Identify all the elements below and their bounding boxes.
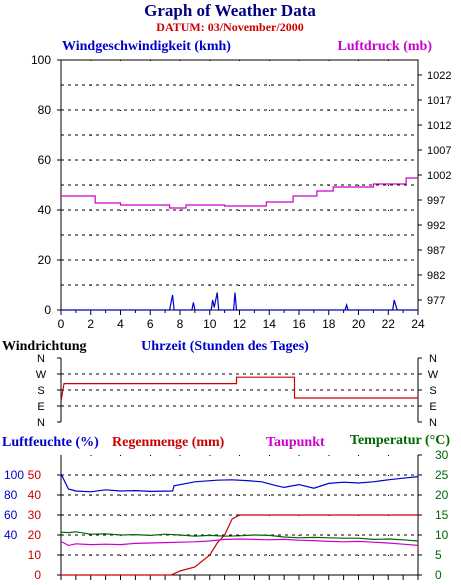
- rain-tick-label: 10: [28, 548, 42, 562]
- series-lines: [60, 177, 419, 576]
- direction-tick-label-right: N: [429, 417, 437, 429]
- pressure-tick-label: 982: [427, 270, 445, 282]
- direction-tick-label-right: W: [428, 369, 439, 381]
- wind-tick-label: 20: [38, 253, 52, 267]
- pressure-tick-label: 1017: [427, 95, 451, 107]
- temperature-tick-label: 20: [435, 488, 449, 502]
- rain-tick-label: 50: [28, 468, 42, 482]
- wind-tick-label: 80: [38, 103, 52, 117]
- hour-tick-label: 14: [263, 317, 277, 331]
- wind-tick-label: 40: [38, 203, 52, 217]
- rain-tick-label: 30: [28, 508, 42, 522]
- hour-tick-label: 0: [58, 317, 65, 331]
- hour-tick-label: 24: [411, 317, 425, 331]
- temperature-tick-label: 5: [435, 548, 442, 562]
- wind-direction-label: Windrichtung: [2, 339, 87, 354]
- pressure-axis-label: Luftdruck (mb): [337, 39, 432, 54]
- humidity-axis-label: Luftfeuchte (%): [2, 435, 99, 450]
- direction-tick-label-right: S: [429, 385, 436, 397]
- rain-tick-label: 0: [34, 568, 41, 582]
- dewpoint-axis-label: Taupunkt: [266, 435, 325, 450]
- temperature-tick-label: 30: [435, 448, 449, 462]
- direction-tick-label-left: S: [37, 385, 44, 397]
- wind-direction-line: [60, 376, 418, 402]
- pressure-tick-label: 1002: [427, 170, 451, 182]
- hour-tick-label: 20: [352, 317, 366, 331]
- humidity-line: [60, 473, 419, 493]
- pressure-tick-label: 1007: [427, 145, 451, 157]
- direction-tick-label-right: E: [429, 401, 436, 413]
- wind-speed-axis-label: Windgeschwindigkeit (kmh): [62, 39, 231, 54]
- rain-axis-label: Regenmenge (mm): [112, 435, 225, 450]
- temperature-tick-label: 0: [435, 568, 442, 582]
- pressure-tick-label: 977: [427, 295, 445, 307]
- rain-tick-label: 40: [28, 488, 42, 502]
- rain-line: [61, 514, 418, 576]
- hour-tick-label: 8: [177, 317, 184, 331]
- chart-subtitle: DATUM: 03/November/2000: [156, 20, 303, 34]
- direction-tick-label-left: N: [37, 417, 45, 429]
- temperature-tick-label: 10: [435, 528, 449, 542]
- humidity-tick-label: 40: [4, 528, 18, 542]
- hour-tick-label: 2: [87, 317, 94, 331]
- pressure-tick-label: 992: [427, 220, 445, 232]
- direction-tick-label-left: W: [36, 369, 47, 381]
- hour-tick-label: 22: [382, 317, 396, 331]
- hour-tick-label: 16: [292, 317, 306, 331]
- pressure-tick-label: 987: [427, 245, 445, 257]
- pressure-tick-label: 1012: [427, 120, 451, 132]
- direction-tick-label-right: N: [429, 353, 437, 365]
- dewpoint-line: [60, 538, 419, 547]
- wind-tick-label: 0: [44, 303, 51, 317]
- temperature-line: [60, 531, 419, 542]
- hour-tick-label: 4: [117, 317, 124, 331]
- pressure-line: [61, 177, 418, 209]
- wind-tick-label: 60: [38, 153, 52, 167]
- hour-tick-label: 6: [147, 317, 154, 331]
- hour-tick-label: 12: [233, 317, 247, 331]
- temperature-tick-label: 15: [435, 508, 449, 522]
- tick-labels: 0204060801009779829879929971002100710121…: [4, 53, 451, 582]
- humidity-tick-label: 60: [4, 508, 18, 522]
- hour-tick-label: 18: [322, 317, 336, 331]
- humidity-tick-label: 80: [4, 488, 18, 502]
- wind-tick-label: 100: [31, 53, 51, 67]
- pressure-tick-label: 1022: [427, 70, 451, 82]
- pressure-tick-label: 997: [427, 195, 445, 207]
- temperature-tick-label: 25: [435, 468, 449, 482]
- wind-speed-line: [61, 292, 418, 311]
- rain-tick-label: 20: [28, 528, 42, 542]
- hour-tick-label: 10: [203, 317, 217, 331]
- chart-title: Graph of Weather Data: [144, 1, 316, 20]
- temperature-axis-label: Temperatur (°C): [350, 433, 450, 448]
- direction-tick-label-left: N: [37, 353, 45, 365]
- humidity-tick-label: 100: [4, 468, 24, 482]
- x-axis-label: Uhrzeit (Stunden des Tages): [141, 339, 309, 354]
- direction-tick-label-left: E: [37, 401, 44, 413]
